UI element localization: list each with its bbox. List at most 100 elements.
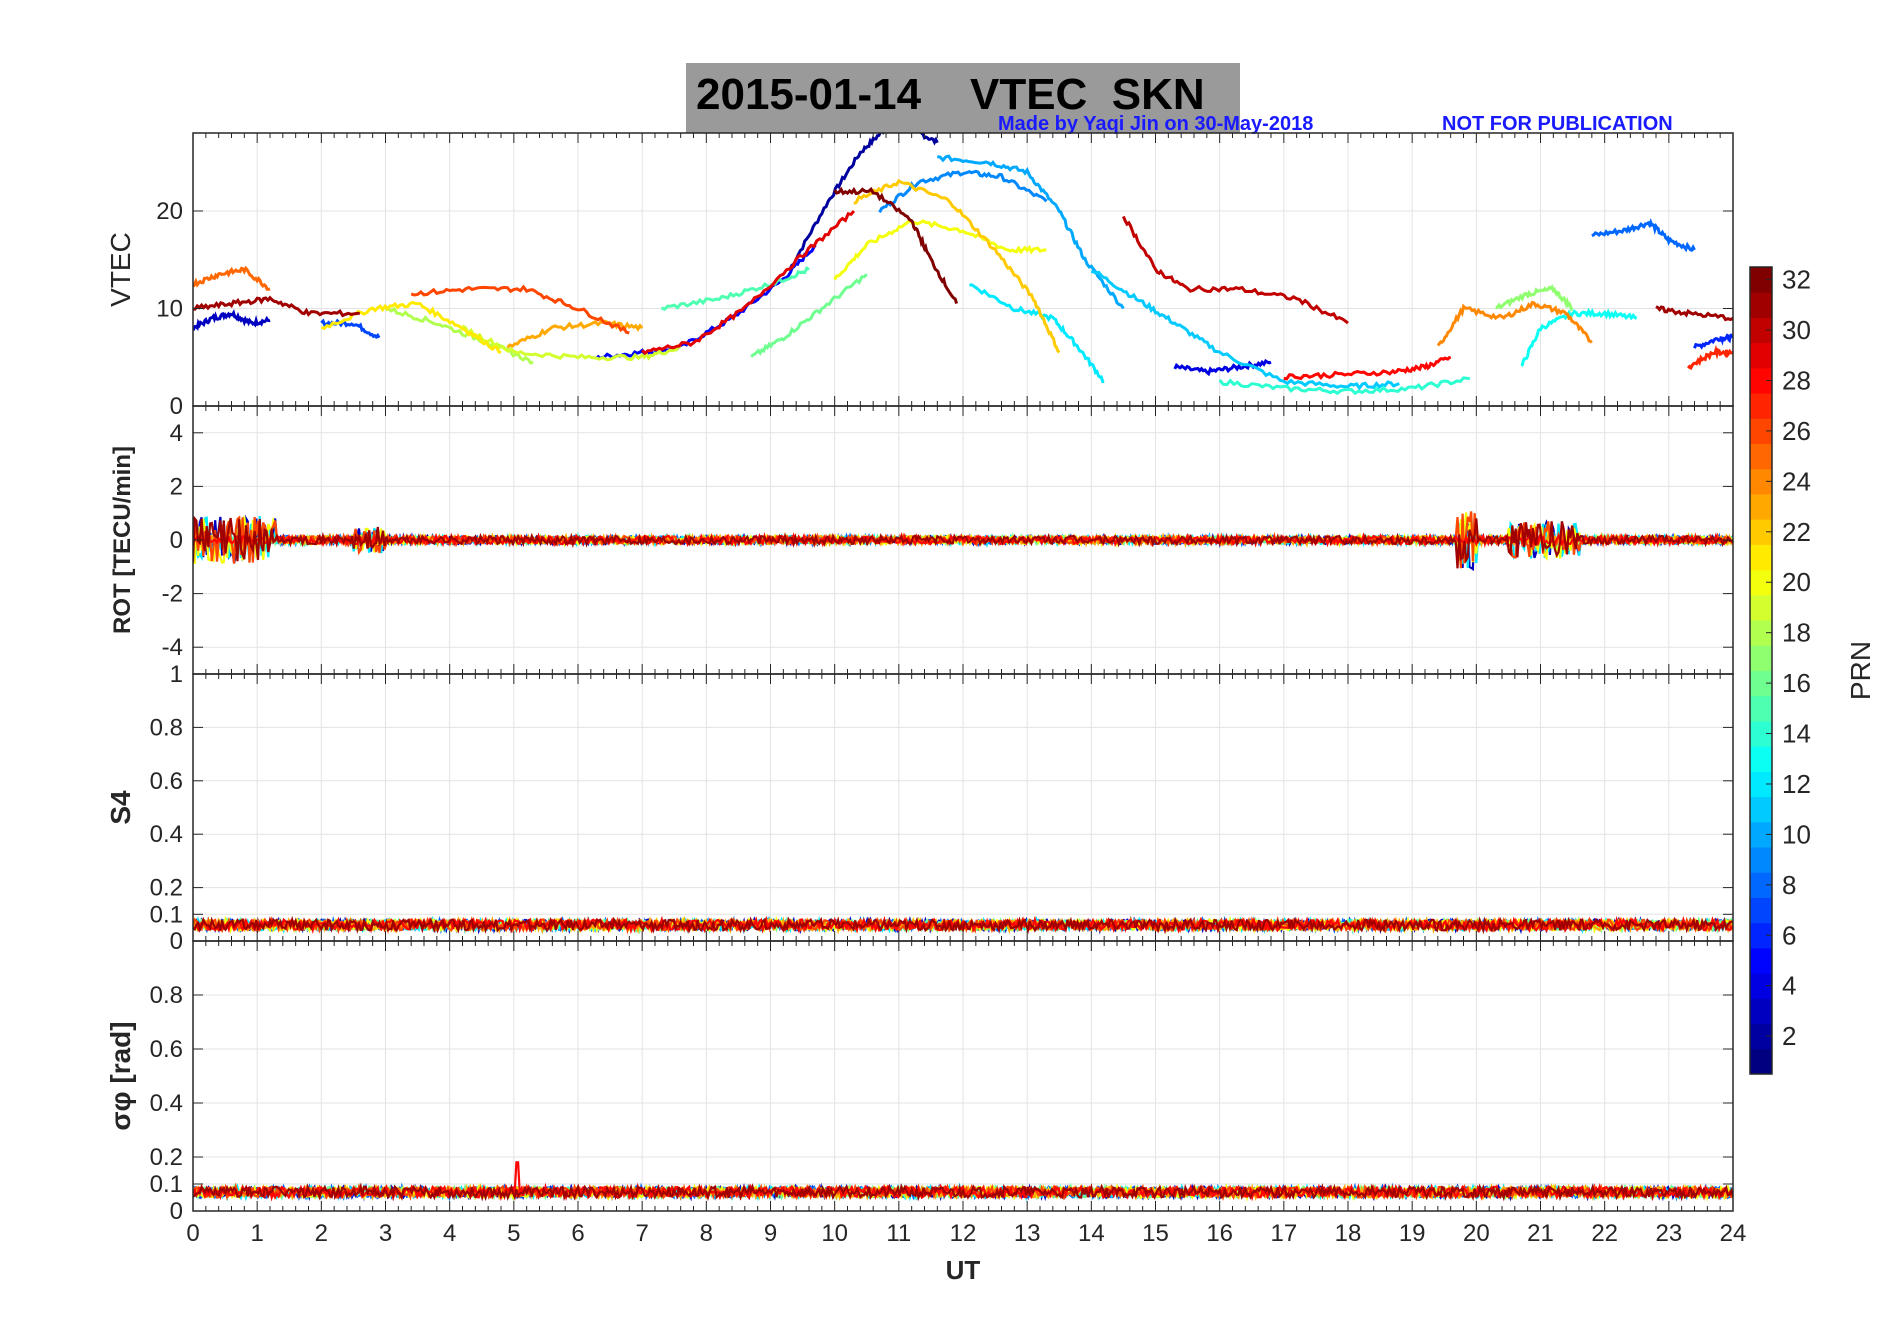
colorbar-tick-label: 26 — [1782, 416, 1811, 446]
vtec-series-prn-3 — [193, 309, 271, 332]
x-tick-label: 17 — [1270, 1220, 1297, 1247]
panel-s4 — [192, 673, 1734, 942]
y-tick-label: 0 — [170, 527, 183, 554]
x-tick-label: 3 — [379, 1220, 392, 1247]
vtec-series-prn-21 — [320, 300, 502, 354]
y-tick-label: -4 — [162, 634, 183, 661]
colorbar-band — [1750, 544, 1772, 571]
y-tick-label: 0.2 — [150, 1144, 183, 1171]
colorbar-band — [1750, 847, 1772, 873]
colorbar-band — [1750, 897, 1772, 924]
x-tick-label: 20 — [1463, 1220, 1490, 1247]
panel-rot — [192, 405, 1734, 675]
colorbar-band — [1750, 267, 1772, 293]
rot-series-prn-31 — [193, 515, 1733, 569]
colorbar-band — [1750, 998, 1772, 1025]
publication-notice: NOT FOR PUBLICATION — [1442, 113, 1673, 135]
vtec-series-prn-9 — [878, 169, 1048, 213]
vtec-series-prn-5 — [596, 244, 817, 361]
x-tick-label: 7 — [635, 1220, 648, 1247]
colorbar-tick-label: 10 — [1782, 819, 1811, 849]
x-tick-label: 16 — [1206, 1220, 1233, 1247]
vtec-series-prn-22 — [853, 178, 1061, 354]
vtec-series-prn-17 — [1495, 284, 1574, 312]
x-tick-label: 23 — [1655, 1220, 1682, 1247]
chart-title: 2015-01-14 VTEC SKN — [696, 70, 1205, 119]
colorbar-band — [1750, 519, 1772, 545]
colorbar-tick-label: 24 — [1782, 466, 1811, 496]
series-group — [193, 1161, 1733, 1202]
colorbar-band — [1750, 670, 1772, 697]
y-tick-label: 0.6 — [150, 1036, 183, 1063]
y-tick-label: 0.1 — [150, 901, 183, 928]
x-tick-label: 4 — [443, 1220, 456, 1247]
vtec-series-prn-30 — [1122, 215, 1349, 325]
colorbar-band — [1750, 418, 1772, 445]
x-tick-label: 12 — [950, 1220, 977, 1247]
colorbar — [1749, 266, 1773, 1075]
s4-series-prn-31 — [193, 915, 1733, 935]
colorbar-band — [1750, 493, 1772, 520]
y-axis-label: S4 — [105, 790, 136, 825]
vtec-series-prn-18 — [385, 306, 534, 365]
vtec-series-prn-14 — [1218, 376, 1471, 396]
y-tick-label: 0.8 — [150, 714, 183, 741]
vtec-series-prn-27 — [1686, 344, 1733, 371]
y-tick-label: 10 — [156, 296, 183, 323]
vtec-series-prn-29 — [641, 210, 856, 356]
y-tick-label: 0.4 — [150, 1090, 183, 1117]
colorbar-band — [1750, 569, 1772, 596]
title-box — [686, 63, 1240, 133]
vtec-series-prn-11 — [1090, 269, 1400, 391]
series-group — [193, 915, 1733, 935]
y-tick-label: 2 — [170, 473, 183, 500]
y-tick-label: 0.4 — [150, 821, 183, 848]
vtec-series-prn-7 — [320, 318, 381, 340]
y-tick-label: 20 — [156, 198, 183, 225]
vtec-series-prn-10 — [936, 154, 1125, 310]
colorbar-band — [1750, 1048, 1772, 1075]
colorbar-band — [1750, 594, 1772, 621]
colorbar-tick-label: 18 — [1782, 618, 1811, 648]
series-group — [193, 133, 1733, 396]
x-tick-label: 1 — [250, 1220, 263, 1247]
x-tick-label: 10 — [821, 1220, 848, 1247]
colorbar-band — [1750, 695, 1772, 722]
vtec-series-prn-19 — [461, 324, 682, 362]
x-tick-label: 19 — [1399, 1220, 1426, 1247]
vtec-series-prn-25 — [193, 265, 271, 291]
vtec-series-prn-15 — [660, 266, 810, 311]
y-tick-label: 4 — [170, 420, 183, 447]
colorbar-band — [1750, 367, 1772, 394]
colorbar-tick-label: 12 — [1782, 769, 1811, 799]
y-tick-label: 0 — [170, 1198, 183, 1225]
colorbar-label: PRN — [1845, 641, 1876, 700]
colorbar-tick-label: 6 — [1782, 920, 1796, 950]
colorbar-tick-label: 28 — [1782, 365, 1811, 395]
y-tick-label: -2 — [162, 581, 183, 608]
y-axis-label: VTEC — [105, 232, 136, 307]
vtec-series-prn-20 — [833, 218, 1047, 281]
y-tick-label: 0.6 — [150, 768, 183, 795]
colorbar-band — [1750, 468, 1772, 495]
vtec-series-prn-28 — [1283, 355, 1452, 381]
y-tick-label: 0 — [170, 928, 183, 955]
colorbar-band — [1750, 872, 1772, 898]
colorbar-band — [1750, 292, 1772, 318]
x-tick-label: 24 — [1720, 1220, 1747, 1247]
vtec-series-prn-23 — [506, 319, 644, 349]
colorbar-tick-label: 2 — [1782, 1021, 1796, 1051]
colorbar-band — [1750, 317, 1772, 344]
colorbar-tick-label: 14 — [1782, 719, 1811, 749]
vtec-series-prn-31 — [1655, 305, 1733, 322]
colorbar-tick-label: 30 — [1782, 315, 1811, 345]
colorbar-band — [1750, 922, 1772, 949]
x-tick-label: 0 — [186, 1220, 199, 1247]
y-axis-label: ROT [TECU/min] — [109, 446, 136, 634]
colorbar-tick-label: 22 — [1782, 517, 1811, 547]
x-tick-label: 11 — [886, 1220, 911, 1247]
series-group — [193, 511, 1733, 572]
vtec-series-prn-31 — [193, 295, 360, 318]
colorbar-band — [1750, 443, 1772, 470]
